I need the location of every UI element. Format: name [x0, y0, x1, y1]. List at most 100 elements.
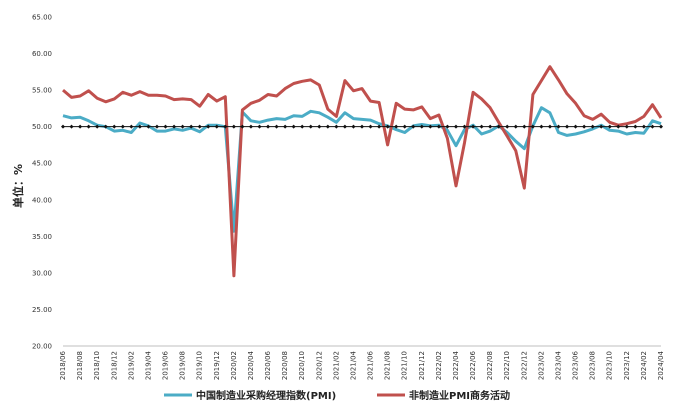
x-tick-label: 2021/06 [367, 350, 375, 380]
reference-marker [86, 124, 91, 129]
x-tick-label: 2018/12 [110, 351, 118, 380]
x-tick-label: 2022/08 [486, 351, 494, 380]
x-tick-label: 2022/04 [452, 350, 460, 380]
reference-marker [248, 124, 253, 129]
y-tick-label: 55.00 [32, 87, 52, 95]
reference-marker [240, 124, 245, 129]
reference-marker [513, 124, 518, 129]
reference-marker [471, 124, 476, 129]
reference-marker [488, 124, 493, 129]
reference-marker [641, 124, 646, 129]
y-tick-label: 45.00 [32, 160, 52, 168]
x-tick-label: 2019/12 [213, 351, 221, 380]
reference-marker [565, 124, 570, 129]
y-tick-label: 40.00 [32, 196, 52, 204]
reference-marker [377, 124, 382, 129]
reference-marker [556, 124, 561, 129]
x-tick-label: 2021/02 [332, 351, 340, 380]
reference-marker [599, 124, 604, 129]
x-tick-label: 2019/08 [179, 351, 187, 380]
x-tick-label: 2021/10 [401, 351, 409, 380]
reference-marker [325, 124, 330, 129]
x-tick-label: 2023/02 [537, 351, 545, 380]
reference-marker [231, 124, 236, 129]
x-tick-label: 2019/02 [127, 351, 135, 380]
reference-marker [479, 124, 484, 129]
reference-marker [78, 124, 83, 129]
x-tick-label: 2019/10 [196, 351, 204, 380]
reference-marker [283, 124, 288, 129]
reference-marker [257, 124, 262, 129]
x-tick-label: 2023/10 [606, 351, 614, 380]
y-axis-ticks: 20.00 25.00 30.00 35.00 40.00 45.00 50.00 55.00… [32, 14, 52, 351]
reference-marker [214, 124, 219, 129]
reference-marker [633, 124, 638, 129]
x-tick-label: 2023/12 [623, 351, 631, 380]
reference-marker [189, 124, 194, 129]
x-tick-label: 2019/04 [144, 350, 152, 380]
legend: 中国制造业采购经理指数(PMI) 非制造业PMI商务活动 [164, 389, 510, 402]
reference-marker [163, 124, 168, 129]
reference-line-group [61, 124, 663, 129]
reference-marker [291, 124, 296, 129]
x-tick-label: 2024/04 [657, 350, 665, 380]
reference-marker [342, 124, 347, 129]
reference-marker [154, 124, 159, 129]
reference-marker [650, 124, 655, 129]
reference-marker [368, 124, 373, 129]
legend-label-non-manufacturing: 非制造业PMI商务活动 [409, 389, 510, 402]
y-tick-label: 25.00 [32, 306, 52, 314]
x-tick-label: 2018/08 [76, 351, 84, 380]
y-tick-label: 30.00 [32, 269, 52, 277]
reference-marker [360, 124, 364, 129]
x-tick-label: 2022/12 [520, 351, 528, 380]
reference-marker [445, 124, 450, 129]
reference-marker [411, 124, 416, 129]
y-tick-label: 50.00 [32, 123, 52, 131]
x-tick-label: 2022/02 [435, 351, 443, 380]
reference-marker [274, 124, 279, 129]
reference-marker [206, 124, 211, 129]
reference-marker [462, 124, 467, 129]
reference-marker [394, 124, 399, 129]
reference-marker [539, 124, 544, 129]
reference-marker [317, 124, 322, 129]
reference-marker [385, 124, 390, 129]
x-tick-label: 2020/06 [264, 350, 272, 380]
x-tick-label: 2020/04 [247, 350, 255, 380]
x-tick-label: 2020/12 [315, 351, 323, 380]
reference-marker [659, 124, 663, 129]
x-tick-label: 2021/04 [349, 350, 357, 380]
reference-marker [120, 124, 125, 129]
x-tick-label: 2020/10 [298, 351, 306, 380]
reference-marker [453, 124, 458, 129]
reference-marker [129, 124, 134, 129]
reference-marker [573, 124, 578, 129]
reference-marker [351, 124, 356, 129]
reference-marker [180, 124, 185, 129]
reference-marker [547, 124, 552, 129]
reference-marker [61, 124, 65, 129]
reference-marker [530, 124, 535, 129]
reference-marker [223, 124, 228, 129]
x-tick-label: 2020/02 [230, 351, 238, 380]
reference-marker [419, 124, 424, 129]
reference-marker [582, 124, 587, 129]
legend-label-pmi: 中国制造业采购经理指数(PMI) [196, 389, 336, 402]
reference-marker [69, 124, 74, 129]
reference-marker [402, 124, 407, 129]
reference-marker [607, 124, 612, 129]
x-tick-label: 2022/10 [503, 351, 511, 380]
reference-marker [334, 124, 339, 129]
reference-marker [95, 124, 100, 129]
x-tick-label: 2020/08 [281, 351, 289, 380]
x-tick-label: 2022/06 [469, 350, 477, 380]
reference-marker [624, 124, 629, 129]
series-line-pmi [62, 106, 662, 233]
reference-marker [266, 124, 271, 129]
y-tick-label: 35.00 [32, 233, 52, 241]
reference-marker [137, 124, 142, 129]
reference-marker [172, 124, 177, 129]
reference-marker [146, 124, 151, 129]
